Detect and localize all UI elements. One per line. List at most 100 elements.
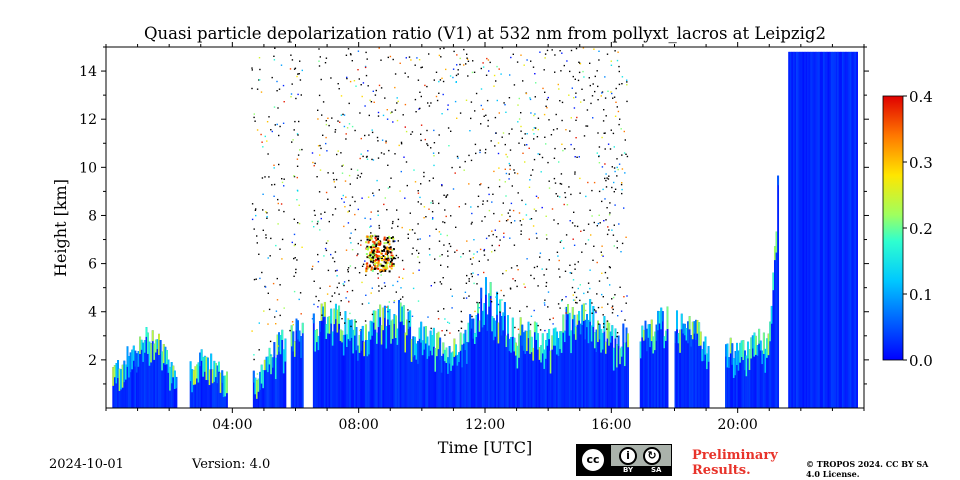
profile-column [587,319,590,408]
noise-point [272,282,275,285]
noise-point [470,273,473,275]
noise-point [525,203,527,206]
layer-top-cell [328,315,331,334]
profile-column [167,359,170,408]
noise-point [394,73,397,75]
profile-column [268,347,271,408]
profile-column [399,302,402,408]
noise-point [475,152,477,155]
profile-column [260,364,263,408]
noise-point [298,73,300,75]
noise-point [491,201,493,203]
layer-top-cell [737,350,740,371]
layer-top-cell [290,325,293,347]
layer-top-cell [462,333,465,344]
noise-point [315,295,317,298]
noise-point [601,136,603,139]
profile-column [502,312,505,408]
profile-column [590,325,593,408]
noise-point [442,93,444,96]
profile-column [172,365,175,408]
layer-top-cell [488,293,491,307]
noise-point [539,256,541,258]
noise-point [459,63,461,66]
noise-point [569,130,571,132]
dust-layer-point [386,250,389,253]
noise-point [487,119,489,122]
profile-column [609,331,612,408]
noise-point [319,154,321,156]
profile-column [658,311,661,408]
noise-point [597,99,599,101]
layer-top-cell [394,315,397,338]
profile-column [298,330,301,408]
noise-point [396,119,399,122]
noise-point [469,258,472,260]
noise-point [380,59,382,61]
noise-point [457,73,459,75]
layer-top-cell [545,340,547,359]
noise-point [602,120,605,122]
noise-point [318,191,321,193]
noise-point [529,98,532,101]
profile-column [497,322,500,408]
profile-column [467,322,470,408]
layer-top-cell [557,338,560,356]
noise-point [319,56,321,58]
layer-top-cell [382,307,385,331]
dust-layer-point [389,251,392,254]
noise-point [549,318,551,321]
layer-top-cell [402,305,405,326]
profile-column [729,337,732,408]
noise-point [311,152,314,154]
dust-layer-point [384,253,387,255]
noise-point [512,209,515,212]
noise-point [512,278,514,280]
profile-column [706,353,708,408]
profile-column [816,51,819,408]
noise-point [294,257,296,259]
layer-top-cell [581,304,584,326]
noise-point [296,189,299,192]
layer-top-cell [767,333,770,356]
layer-top-cell [567,304,569,315]
noise-point [571,87,573,89]
noise-point [277,107,279,109]
layer-top-cell [128,356,130,378]
noise-point [266,216,268,218]
layer-top-cell [123,360,126,383]
profile-column [595,329,598,408]
noise-point [279,248,281,250]
noise-point [533,127,536,129]
noise-point [431,218,434,220]
profile-column [845,51,847,408]
noise-point [417,190,419,192]
noise-point [398,276,400,278]
noise-point [564,148,566,150]
profile-column [548,329,551,408]
noise-point [582,70,584,73]
layer-top-cell [507,315,509,334]
layer-top-cell [360,328,363,351]
layer-top-cell [660,307,663,330]
noise-point [340,114,343,116]
noise-point [376,136,379,139]
layer-top-cell [319,321,322,332]
share-alike-icon: ↻ [643,447,661,465]
profile-column [824,51,827,408]
profile-column [464,329,467,408]
profile-column [546,333,549,408]
plot-area [112,47,858,408]
layer-top-cell [568,312,571,336]
noise-point [462,253,464,255]
layer-top-cell [579,323,582,335]
profile-column [376,332,378,408]
noise-point [445,195,448,197]
noise-point [254,209,257,211]
profile-column [420,321,423,408]
layer-top-cell [489,282,492,296]
layer-top-cell [113,365,116,378]
noise-point [346,127,349,129]
layer-top-cell [680,313,683,330]
noise-point [349,237,351,239]
